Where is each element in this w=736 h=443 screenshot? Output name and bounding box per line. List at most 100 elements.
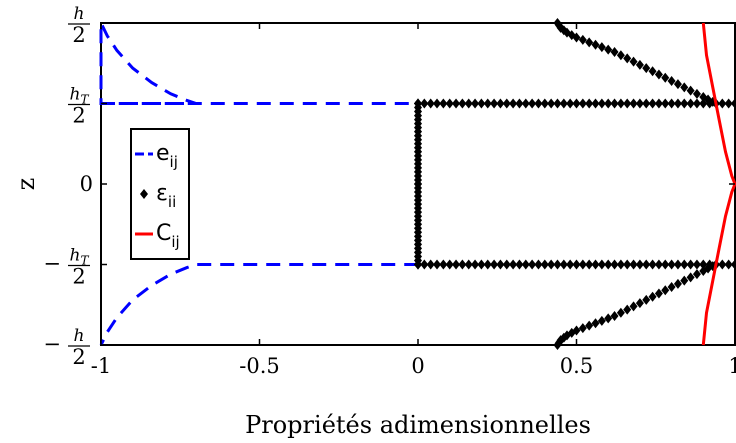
x-tick-label-1: -0.5 bbox=[239, 354, 280, 378]
marker-ii-118 bbox=[471, 98, 480, 109]
marker-ii-110 bbox=[445, 98, 454, 109]
marker-ii-150 bbox=[572, 98, 581, 109]
marker-ii-198 bbox=[724, 98, 733, 109]
marker-ii-172 bbox=[642, 98, 651, 109]
marker-ii-147 bbox=[559, 259, 568, 270]
marker-ii-260 bbox=[667, 282, 676, 293]
marker-ii-142 bbox=[547, 98, 556, 109]
marker-ii-121 bbox=[477, 259, 486, 270]
marker-ii-112 bbox=[452, 98, 461, 109]
marker-ii-155 bbox=[585, 259, 594, 270]
marker-ii-7 bbox=[623, 53, 632, 64]
marker-ii-246 bbox=[578, 34, 587, 45]
marker-ii-256 bbox=[704, 94, 713, 105]
marker-ii-181 bbox=[667, 259, 676, 270]
marker-ii-245 bbox=[567, 30, 576, 41]
marker-ii-145 bbox=[553, 259, 562, 270]
marker-ii-267 bbox=[578, 323, 587, 334]
marker-ii-160 bbox=[604, 98, 613, 109]
marker-ii-270 bbox=[555, 337, 564, 348]
marker-ii-167 bbox=[623, 259, 632, 270]
marker-ii-269 bbox=[559, 332, 568, 343]
marker-ii-29 bbox=[597, 315, 606, 326]
marker-ii-132 bbox=[515, 98, 524, 109]
marker-ii-27 bbox=[623, 304, 632, 315]
marker-ii-158 bbox=[597, 98, 606, 109]
marker-ii-131 bbox=[509, 259, 518, 270]
marker-ii-111 bbox=[445, 259, 454, 270]
marker-ii-107 bbox=[433, 259, 442, 270]
marker-ii-137 bbox=[528, 259, 537, 270]
marker-ii-268 bbox=[567, 327, 576, 338]
marker-ii-199 bbox=[724, 259, 733, 270]
marker-ii-197 bbox=[718, 259, 727, 270]
marker-ii-24 bbox=[661, 285, 670, 296]
marker-ii-242 bbox=[414, 98, 422, 109]
marker-ii-133 bbox=[515, 259, 524, 270]
marker-ii-136 bbox=[528, 98, 537, 109]
marker-ii-141 bbox=[540, 259, 549, 270]
marker-ii-139 bbox=[534, 259, 543, 270]
marker-ii-185 bbox=[680, 259, 689, 270]
y-tick-label-4: − h2 bbox=[43, 326, 90, 369]
marker-ii-134 bbox=[521, 98, 530, 109]
marker-ii-251 bbox=[642, 63, 651, 74]
y-tick-label-2: 0 bbox=[80, 172, 93, 196]
marker-ii-179 bbox=[661, 259, 670, 270]
marker-ii-170 bbox=[635, 98, 644, 109]
marker-ii-116 bbox=[464, 98, 473, 109]
marker-ii-117 bbox=[464, 259, 473, 270]
marker-ii-125 bbox=[490, 259, 499, 270]
marker-ii-22 bbox=[686, 272, 695, 283]
marker-ii-130 bbox=[509, 98, 518, 109]
marker-ii-104 bbox=[426, 98, 435, 109]
marker-ii-115 bbox=[458, 259, 467, 270]
marker-ii-119 bbox=[471, 259, 480, 270]
marker-ii-249 bbox=[616, 50, 625, 61]
marker-ii-105 bbox=[426, 259, 435, 270]
y-tick-label-1: hT2 bbox=[68, 85, 90, 128]
marker-ii-109 bbox=[439, 259, 448, 270]
marker-ii-244 bbox=[559, 25, 568, 36]
marker-ii-171 bbox=[635, 259, 644, 270]
marker-ii-5 bbox=[597, 42, 606, 53]
marker-ii-148 bbox=[566, 98, 575, 109]
marker-ii-6 bbox=[610, 46, 619, 57]
marker-ii-265 bbox=[604, 313, 613, 324]
x-axis-label: Propriétés adimensionnelles bbox=[245, 411, 591, 439]
marker-ii-161 bbox=[604, 259, 613, 270]
marker-ii-247 bbox=[591, 39, 600, 50]
y-axis-label: z bbox=[12, 178, 40, 191]
marker-ii-108 bbox=[439, 98, 448, 109]
y-tick-den-1: 2 bbox=[72, 104, 85, 128]
series-ii bbox=[414, 18, 736, 350]
marker-ii-182 bbox=[673, 98, 682, 109]
x-tick-label-4: 1 bbox=[728, 354, 736, 378]
marker-ii-156 bbox=[591, 98, 600, 109]
marker-ii-264 bbox=[616, 307, 625, 318]
marker-ii-103 bbox=[420, 259, 429, 270]
y-tick-label-0: h2 bbox=[68, 4, 90, 47]
legend-swatch-ii bbox=[140, 189, 148, 199]
marker-ii-113 bbox=[452, 259, 461, 270]
y-tick-den-3: 2 bbox=[72, 265, 85, 289]
y-tick-num-0: h bbox=[74, 4, 85, 24]
marker-ii-189 bbox=[692, 259, 701, 270]
marker-ii-188 bbox=[692, 98, 701, 109]
x-tick-label-2: 0 bbox=[411, 354, 424, 378]
marker-ii-196 bbox=[718, 98, 727, 109]
marker-ii-187 bbox=[686, 259, 695, 270]
marker-ii-173 bbox=[642, 259, 651, 270]
series-layer bbox=[99, 18, 736, 350]
marker-ii-11 bbox=[673, 79, 682, 90]
marker-ii-12 bbox=[686, 85, 695, 96]
marker-ii-168 bbox=[629, 98, 638, 109]
marker-ii-164 bbox=[616, 98, 625, 109]
marker-ii-169 bbox=[629, 259, 638, 270]
marker-ii-186 bbox=[686, 98, 695, 109]
marker-ii-162 bbox=[610, 98, 619, 109]
marker-ii-143 bbox=[547, 259, 556, 270]
